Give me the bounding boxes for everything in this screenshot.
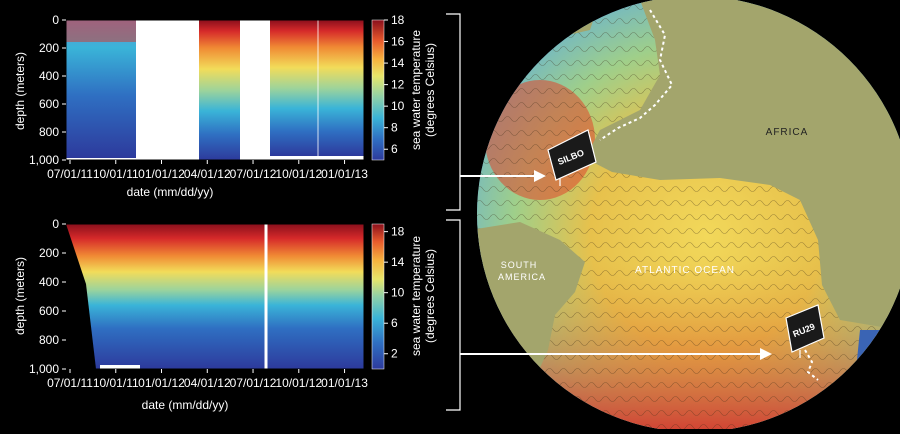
- x-tick-label: 07/01/12: [230, 376, 277, 390]
- colorbar-label-top-1: sea water temperature: [409, 30, 423, 150]
- colorbar-tick-label: 8: [391, 121, 398, 135]
- y-tick-label: 600: [39, 304, 59, 318]
- ru29-track: [804, 349, 819, 381]
- x-tick-label: 01/01/13: [321, 376, 368, 390]
- colorbar-label-top-2: (degrees Celsius): [423, 43, 437, 137]
- label-america: AMERICA: [498, 272, 546, 282]
- glider-ru29-body: [785, 304, 825, 353]
- colorbar-tick-label: 6: [391, 316, 398, 330]
- label-atlantic-ocean: ATLANTIC OCEAN: [635, 265, 735, 276]
- colorbar-ticks-bottom: 18 14 10 6 2: [384, 225, 405, 361]
- y-tick-label: 600: [39, 97, 59, 111]
- x-tick-label: 10/01/12: [275, 376, 322, 390]
- x-ticks-top: 07/01/11 10/01/11 01/01/12 04/01/12 07/01/12…: [47, 160, 368, 181]
- colorbar-tick-label: 16: [391, 35, 405, 49]
- colorbar-tick-label: 10: [391, 286, 405, 300]
- x-tick-label: 07/01/11: [47, 376, 93, 390]
- x-tick-label: 01/01/12: [138, 167, 185, 181]
- heat-segment-3: [270, 20, 364, 156]
- colorbar-tick-label: 10: [391, 99, 405, 113]
- y-tick-label: 1,000: [29, 362, 59, 376]
- colorbar-label-bottom-1: sea water temperature: [409, 236, 423, 356]
- y-ticks-bottom: 0 200 400 600 800 1,000: [29, 217, 66, 376]
- heat-segment-1: [66, 20, 136, 158]
- y-tick-label: 800: [39, 333, 59, 347]
- plot-frame-bottom: [65, 223, 365, 370]
- plot-frame-top: [65, 19, 365, 161]
- y-tick-label: 200: [39, 41, 59, 55]
- y-tick-label: 400: [39, 69, 59, 83]
- y-axis-label-top: depth (meters): [13, 52, 27, 130]
- x-tick-label: 10/01/11: [93, 376, 139, 390]
- arrowhead-ru29: [760, 348, 772, 360]
- connectors: [446, 13, 461, 411]
- y-tick-label: 200: [39, 246, 59, 260]
- glider-ru29: RU29: [785, 304, 825, 358]
- colorbar-tick-label: 6: [391, 142, 398, 156]
- colorbar-top: [371, 19, 385, 161]
- y-ticks-top: 0 200 400 600 800 1,000: [29, 13, 66, 167]
- glider-silbo: SILBO: [547, 129, 597, 186]
- colorbar-tick-label: 14: [391, 56, 405, 70]
- x-tick-label: 01/01/12: [138, 376, 185, 390]
- x-tick-label: 04/01/12: [184, 376, 231, 390]
- x-tick-label: 01/01/13: [321, 167, 368, 181]
- africa-landmass: [585, 0, 900, 330]
- white-gap-bottom: [100, 365, 140, 369]
- x-tick-label: 04/01/12: [184, 167, 231, 181]
- label-africa: AFRICA: [766, 127, 809, 138]
- x-tick-label: 10/01/12: [275, 167, 322, 181]
- x-ticks-bottom: 07/01/11 10/01/11 01/01/12 04/01/12 07/01/12…: [47, 369, 368, 390]
- colorbar-ticks-top: 18 16 14 12 10 8 6: [384, 13, 405, 156]
- globe-map: SILBO RU29 AFRICA SOUTH AMERICA ATLANTIC…: [477, 0, 900, 432]
- x-tick-label: 07/01/11: [47, 167, 93, 181]
- x-axis-label-top: date (mm/dd/yy): [127, 185, 214, 199]
- colorbar-tick-label: 18: [391, 13, 405, 27]
- y-tick-label: 400: [39, 275, 59, 289]
- heat-surface-1: [66, 20, 136, 42]
- y-tick-label: 0: [52, 217, 59, 231]
- y-tick-label: 1,000: [29, 153, 59, 167]
- colorbar-tick-label: 12: [391, 78, 405, 92]
- heat-field-bottom: [66, 224, 364, 369]
- y-tick-label: 800: [39, 125, 59, 139]
- label-south: SOUTH: [501, 260, 538, 270]
- bracket-bottom: [446, 219, 461, 411]
- colorbar-label-bottom-2: (degrees Celsius): [423, 249, 437, 343]
- bracket-top: [446, 13, 461, 211]
- colorbar-bottom: [371, 223, 385, 370]
- y-tick-label: 0: [52, 13, 59, 27]
- colorbar-tick-label: 18: [391, 225, 405, 239]
- colorbar-tick-label: 2: [391, 347, 398, 361]
- heat-segment-2: [199, 20, 240, 160]
- pointer-arrows: [460, 170, 772, 360]
- x-tick-label: 07/01/12: [230, 167, 277, 181]
- colorbar-tick-label: 14: [391, 255, 405, 269]
- y-axis-label-bottom: depth (meters): [13, 257, 27, 335]
- data-void-bottom: [66, 224, 96, 369]
- arrowhead-silbo: [534, 170, 546, 182]
- glider-silbo-body: [547, 129, 597, 181]
- x-axis-label-bottom: date (mm/dd/yy): [142, 398, 229, 412]
- x-tick-label: 10/01/11: [93, 167, 139, 181]
